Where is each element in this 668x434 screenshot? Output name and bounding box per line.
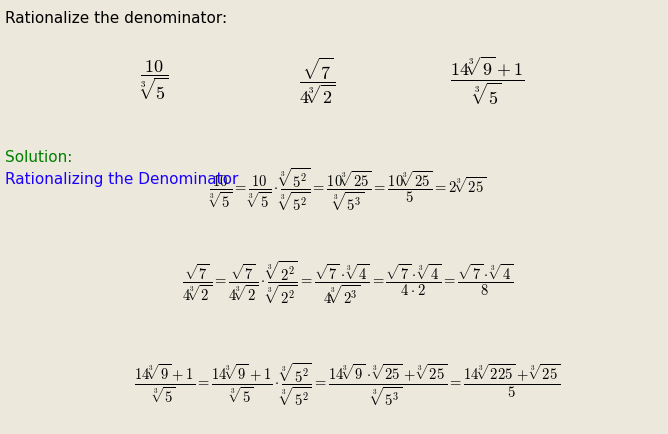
- Text: $\dfrac{\sqrt{7}}{4\sqrt[3]{2}}$: $\dfrac{\sqrt{7}}{4\sqrt[3]{2}}$: [299, 55, 335, 106]
- Text: $\dfrac{14\sqrt[3]{9}+1}{\sqrt[3]{5}}$: $\dfrac{14\sqrt[3]{9}+1}{\sqrt[3]{5}}$: [450, 54, 525, 107]
- Text: $\dfrac{14\sqrt[3]{9}+1}{\sqrt[3]{5}} = \dfrac{14\sqrt[3]{9}+1}{\sqrt[3]{5}} \cd: $\dfrac{14\sqrt[3]{9}+1}{\sqrt[3]{5}} = …: [134, 361, 560, 408]
- Text: Rationalize the denominator:: Rationalize the denominator:: [5, 11, 228, 26]
- Text: Solution:: Solution:: [5, 150, 73, 164]
- Text: $\dfrac{10}{\sqrt[3]{5}} = \dfrac{10}{\sqrt[3]{5}} \cdot \dfrac{\sqrt[3]{5^2}}{\: $\dfrac{10}{\sqrt[3]{5}} = \dfrac{10}{\s…: [208, 165, 486, 212]
- Text: Rationalizing the Denominator: Rationalizing the Denominator: [5, 171, 238, 186]
- Text: $\dfrac{\sqrt{7}}{4\sqrt[3]{2}} = \dfrac{\sqrt{7}}{4\sqrt[3]{2}} \cdot \dfrac{\s: $\dfrac{\sqrt{7}}{4\sqrt[3]{2}} = \dfrac…: [182, 259, 513, 306]
- Text: $\dfrac{10}{\sqrt[3]{5}}$: $\dfrac{10}{\sqrt[3]{5}}$: [139, 59, 168, 102]
